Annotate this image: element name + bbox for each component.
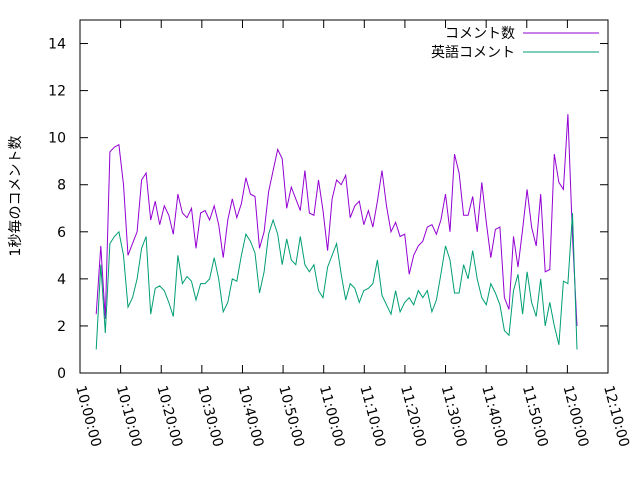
y-tick-label: 8 (57, 178, 66, 194)
y-tick-label: 2 (57, 319, 66, 335)
legend-label: コメント数 (445, 26, 515, 42)
legend-label: 英語コメント (431, 44, 515, 61)
y-tick-label: 0 (57, 366, 66, 382)
plot-border (79, 19, 609, 374)
series-line (95, 114, 578, 326)
y-tick-label: 12 (48, 84, 66, 100)
y-tick-label: 4 (57, 272, 66, 288)
y-tick-label: 6 (57, 225, 66, 241)
y-axis-label: 1秒毎のコメント数 (8, 136, 24, 257)
y-tick-label: 14 (48, 37, 66, 53)
series-line (95, 212, 578, 350)
y-tick-label: 10 (48, 131, 66, 147)
